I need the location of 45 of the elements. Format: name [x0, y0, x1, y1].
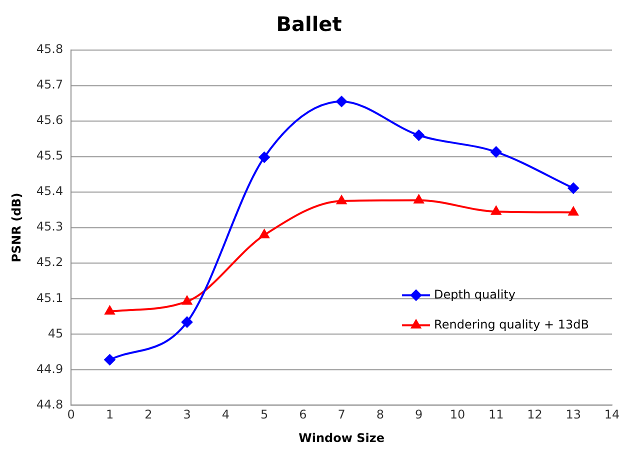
x-tick-label: 12 [527, 408, 542, 422]
x-tick-label: 10 [450, 408, 466, 422]
point [413, 130, 424, 141]
x-tick-label: 3 [183, 408, 191, 422]
point [259, 230, 270, 238]
legend-label: Depth quality [434, 287, 516, 302]
y-tick-label: 45.4 [36, 184, 64, 198]
y-tick-label: 45 [48, 326, 64, 340]
point [568, 182, 579, 194]
x-tick-label: 0 [67, 408, 75, 422]
y-tick-label: 45.8 [36, 42, 64, 56]
point [490, 146, 502, 158]
y-tick-label: 45.5 [36, 148, 64, 163]
x-tick-label: 13 [566, 408, 582, 422]
point [336, 96, 348, 108]
y-tick-label: 44.9 [36, 362, 64, 376]
x-tick-label: 7 [338, 408, 346, 422]
legend-label: Rendering quality + 13dB [434, 317, 590, 332]
x-tick-label: 9 [415, 408, 423, 422]
x-tick-label: 2 [144, 408, 152, 422]
point [414, 194, 424, 204]
x-tick-label: 1 [106, 408, 114, 422]
point [491, 206, 501, 215]
x-tick-label: 4 [222, 408, 230, 422]
x-tick-label: 6 [299, 408, 307, 422]
y-axis-title: PSNR (dB) [9, 192, 24, 262]
y-tick-label: 44.8 [36, 397, 64, 412]
point [182, 296, 192, 305]
x-tick-label: 8 [376, 408, 384, 422]
point [104, 306, 115, 315]
point [568, 206, 578, 216]
point [258, 152, 270, 163]
y-tick-label: 45.3 [36, 220, 64, 234]
x-tick-label: 5 [260, 408, 268, 422]
y-tick-label: 45.1 [36, 290, 64, 305]
point [336, 195, 346, 204]
point [182, 316, 193, 328]
x-tick-label: 14 [604, 408, 620, 422]
y-tick-label: 45.7 [36, 78, 64, 92]
y-tick-label: 45.6 [36, 113, 64, 128]
x-tick-label: 11 [488, 408, 504, 422]
x-axis-title: Window Size [298, 430, 384, 445]
point [104, 354, 116, 366]
chart-title: Ballet [276, 12, 342, 36]
y-tick-label: 45.2 [36, 255, 64, 270]
